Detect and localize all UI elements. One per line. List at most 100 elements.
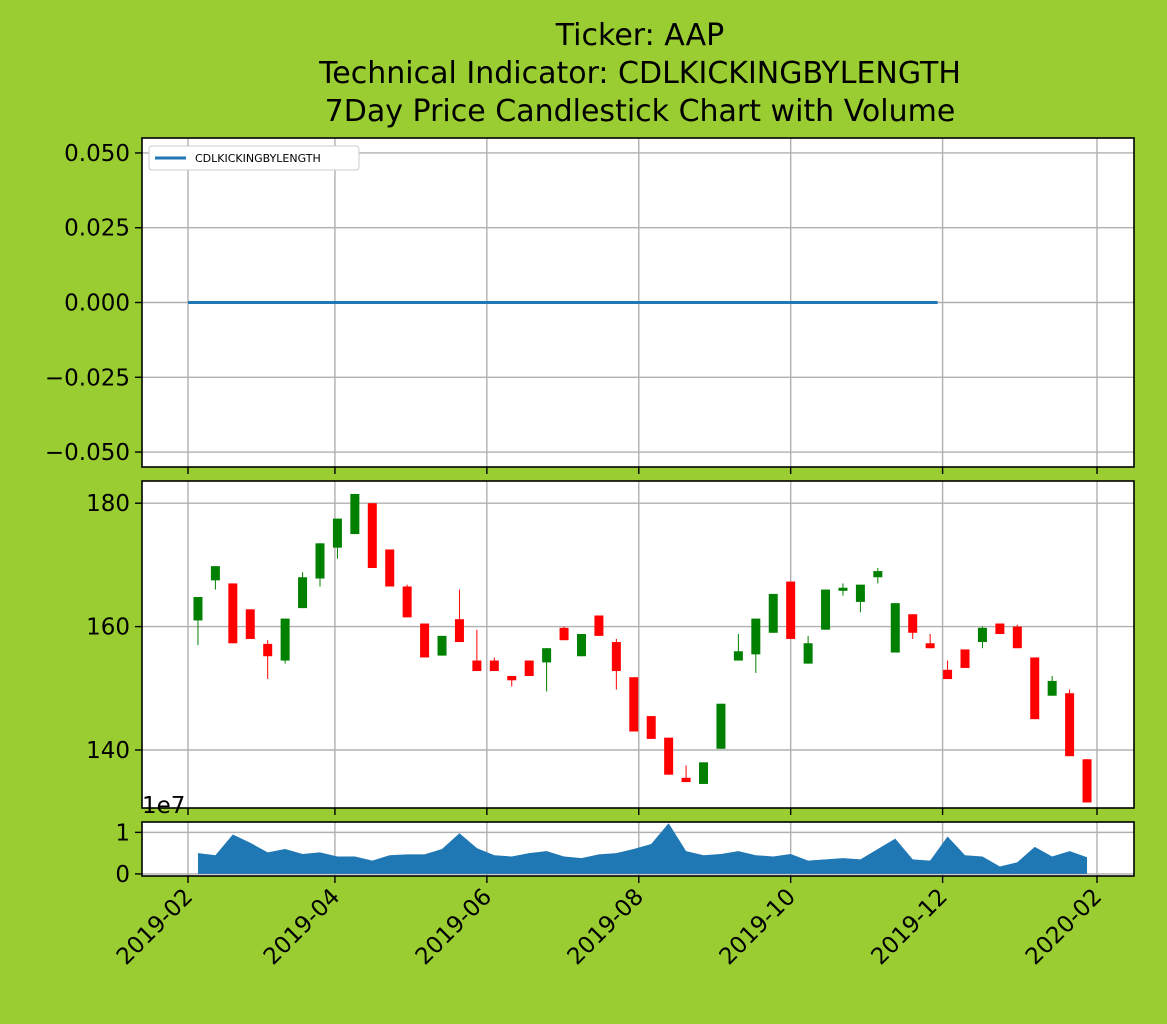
candle — [908, 614, 918, 639]
y-tick-label: −0.050 — [45, 440, 130, 466]
candle-body — [855, 584, 865, 602]
candle-body — [1047, 680, 1057, 696]
candle-body — [298, 577, 308, 609]
candle-body — [245, 609, 255, 639]
candle-body — [402, 586, 412, 618]
title-line-2: Technical Indicator: CDLKICKINGBYLENGTH — [318, 56, 961, 91]
candle — [786, 581, 796, 639]
volume-y-ticks: 10 — [115, 820, 142, 888]
price-panel: 180 160 140 — [86, 480, 1135, 809]
candle-body — [629, 677, 639, 732]
candle — [350, 493, 360, 535]
indicator-panel: 0.050 0.025 0.000 −0.025 −0.050 CDLKICKINGBY… — [45, 137, 1135, 468]
candle — [873, 567, 883, 584]
candle — [768, 593, 778, 633]
candle — [1047, 675, 1057, 696]
candle-body — [1012, 626, 1022, 649]
volume-panel: 10 1e7 — [115, 793, 1135, 888]
candle-body — [332, 518, 342, 548]
y-tick-label: 160 — [86, 615, 130, 641]
candle-body — [472, 660, 482, 672]
candle-body — [873, 571, 883, 578]
candle-body — [716, 703, 726, 749]
candle — [943, 660, 953, 680]
candle — [298, 572, 308, 609]
candle — [681, 765, 691, 783]
candle-body — [193, 596, 203, 621]
candle-body — [594, 615, 604, 636]
candle-body — [995, 623, 1005, 635]
candle-body — [699, 762, 709, 784]
x-tick-label: 2019-10 — [715, 884, 801, 970]
price-frame — [141, 480, 1135, 809]
candle-body — [821, 589, 831, 630]
candle-body — [925, 643, 935, 649]
candle-body — [908, 614, 918, 633]
legend-label: CDLKICKINGBYLENGTH — [195, 152, 321, 165]
candle — [960, 649, 970, 668]
candle — [210, 566, 220, 590]
candle-body — [646, 716, 656, 739]
candle-body — [1030, 657, 1040, 720]
candle — [507, 675, 517, 687]
candle — [437, 635, 447, 656]
candle — [699, 762, 709, 784]
candle-body — [489, 660, 499, 672]
candle — [838, 583, 848, 596]
y-tick-label: 0.025 — [64, 216, 130, 242]
candle-body — [733, 651, 743, 661]
y-tick-label: 0.050 — [64, 141, 130, 167]
candle — [716, 703, 726, 749]
candle-body — [786, 581, 796, 639]
y-tick-label: 180 — [86, 491, 130, 517]
candle — [890, 603, 900, 653]
candle — [629, 677, 639, 732]
candle-body — [576, 634, 586, 657]
candle — [245, 609, 255, 639]
y-tick-label: 140 — [86, 738, 130, 764]
candle-body — [890, 603, 900, 653]
candle — [977, 626, 987, 649]
candle — [193, 596, 203, 646]
candle — [524, 660, 534, 676]
candle — [385, 549, 395, 587]
candle-body — [559, 627, 569, 641]
candle — [803, 635, 813, 664]
candle-body — [977, 627, 987, 643]
candle-body — [315, 543, 325, 579]
candle — [995, 623, 1005, 635]
candle — [263, 640, 273, 680]
volume-frame — [141, 821, 1135, 877]
y-tick-label: −0.025 — [45, 365, 130, 391]
candle — [646, 716, 656, 739]
candle — [1030, 657, 1040, 720]
candle-body — [768, 593, 778, 633]
candle — [489, 657, 499, 672]
candle-body — [210, 566, 220, 581]
candle-body — [437, 635, 447, 656]
candle-body — [611, 642, 621, 672]
x-tick-label: 2019-12 — [866, 884, 952, 970]
candle — [611, 638, 621, 690]
price-grid — [142, 481, 1134, 808]
candle — [559, 626, 569, 641]
y-tick-label: 0 — [115, 862, 130, 888]
candle-body — [228, 583, 238, 644]
candle — [664, 737, 674, 775]
candle — [594, 615, 604, 636]
candle-body — [838, 587, 848, 591]
candle — [420, 623, 430, 658]
candle-body — [751, 618, 761, 655]
legend-box — [148, 145, 360, 171]
candle — [821, 589, 831, 630]
candle-body — [960, 649, 970, 668]
y-tick-label: 0.000 — [64, 291, 130, 317]
candle-body — [524, 660, 534, 676]
candle — [1082, 759, 1092, 803]
candle-body — [385, 549, 395, 587]
candle-body — [1065, 693, 1075, 757]
candle-body — [1082, 759, 1092, 803]
price-y-ticks: 180 160 140 — [86, 491, 142, 764]
volume-area — [197, 823, 1088, 874]
candle-body — [664, 737, 674, 775]
